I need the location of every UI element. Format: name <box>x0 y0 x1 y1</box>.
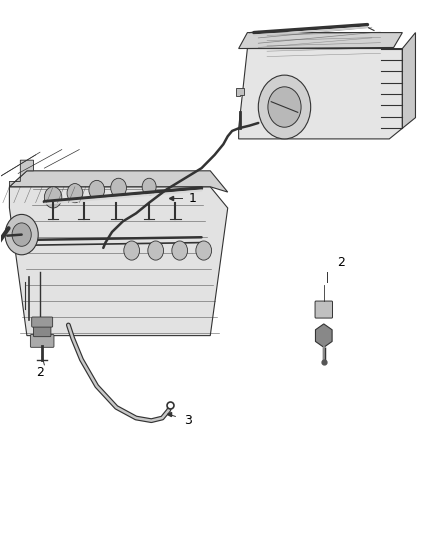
Circle shape <box>148 241 163 260</box>
Circle shape <box>258 75 311 139</box>
Circle shape <box>111 178 127 197</box>
Text: 1: 1 <box>188 192 196 205</box>
Circle shape <box>12 223 31 246</box>
Circle shape <box>89 180 105 199</box>
Circle shape <box>5 214 38 255</box>
Polygon shape <box>10 187 228 336</box>
Polygon shape <box>10 160 33 208</box>
Polygon shape <box>237 88 244 96</box>
FancyBboxPatch shape <box>30 335 54 348</box>
Polygon shape <box>403 33 416 128</box>
Text: 2: 2 <box>337 256 345 269</box>
Text: 3: 3 <box>184 414 192 427</box>
Circle shape <box>44 187 62 208</box>
Polygon shape <box>239 33 403 49</box>
Circle shape <box>268 87 301 127</box>
Circle shape <box>196 241 212 260</box>
Polygon shape <box>315 324 332 348</box>
FancyBboxPatch shape <box>33 325 51 337</box>
FancyBboxPatch shape <box>315 301 332 318</box>
Circle shape <box>124 241 140 260</box>
Circle shape <box>142 178 156 195</box>
Text: 2: 2 <box>36 366 44 379</box>
Polygon shape <box>239 49 403 139</box>
FancyBboxPatch shape <box>32 317 53 327</box>
Circle shape <box>67 183 83 203</box>
Polygon shape <box>10 171 228 192</box>
Circle shape <box>172 241 187 260</box>
